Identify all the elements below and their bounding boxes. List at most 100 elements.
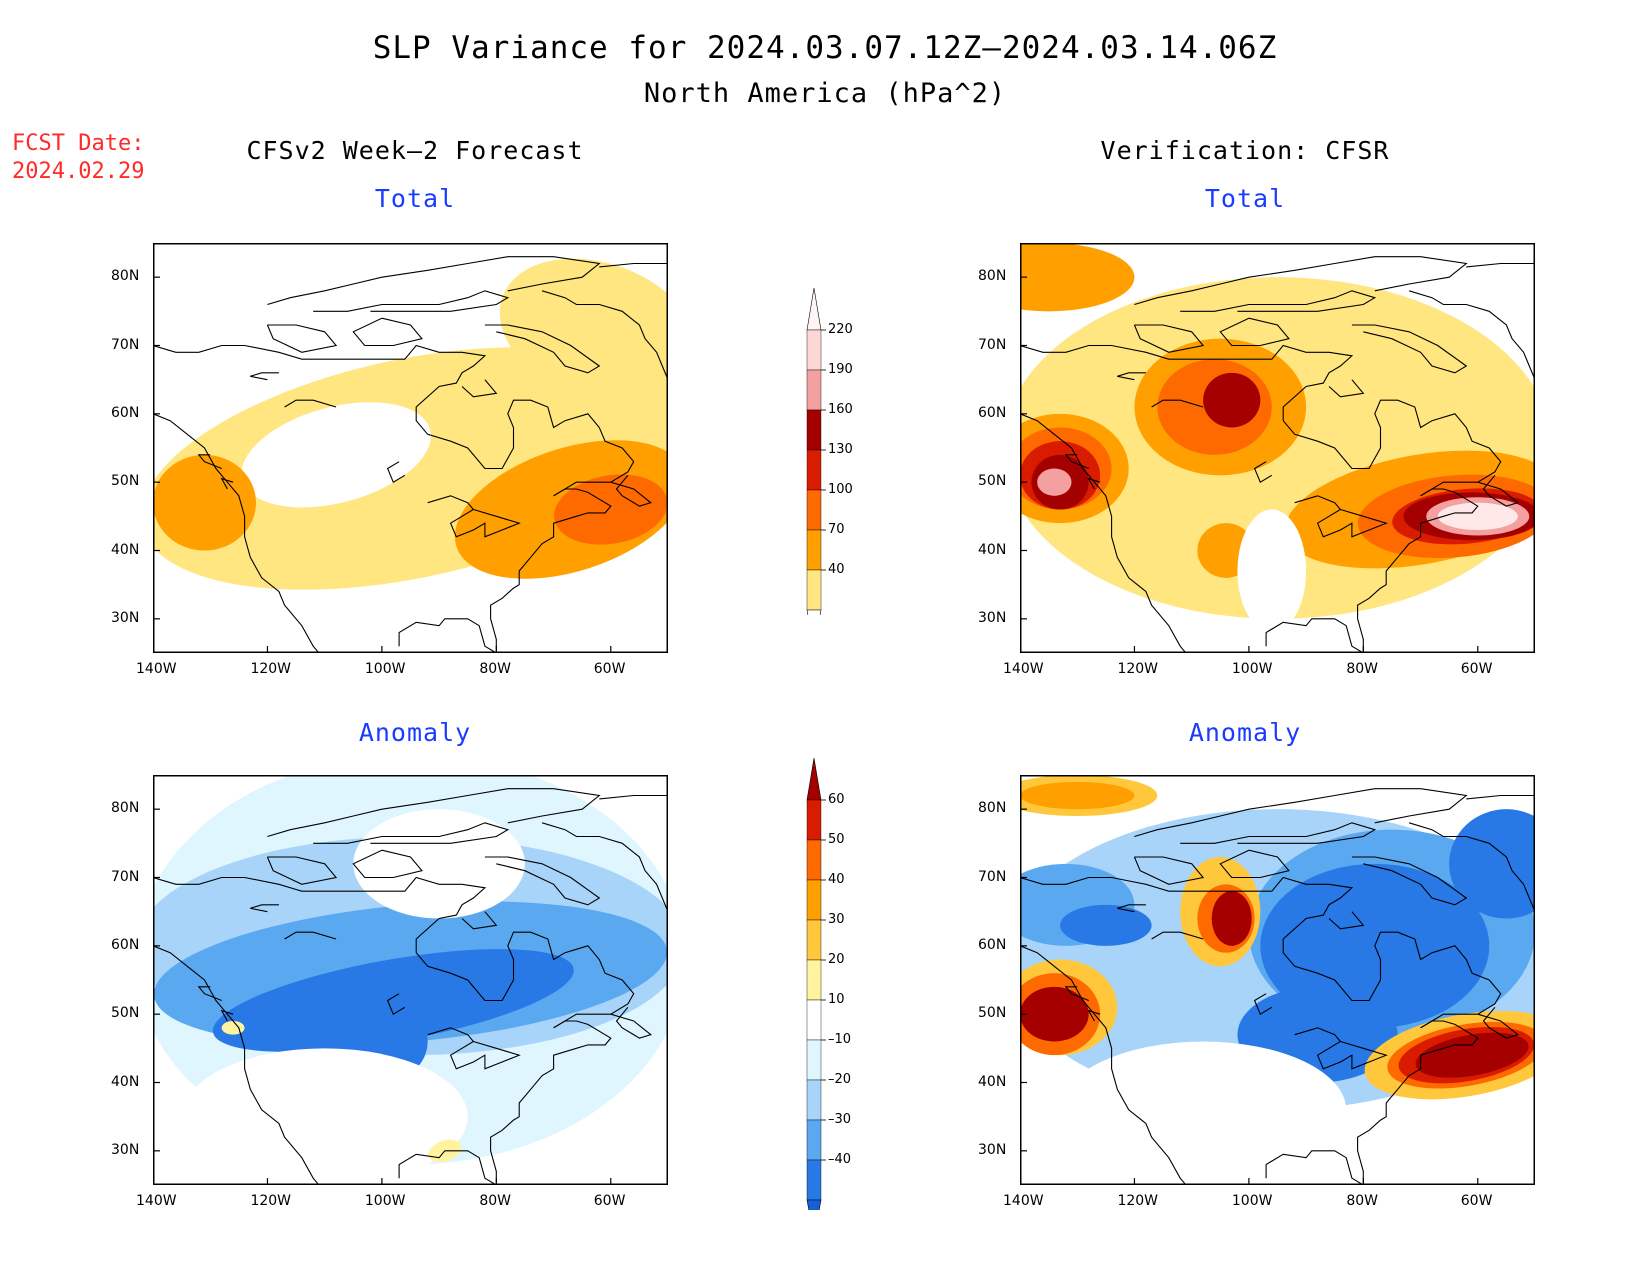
lat-tick-label: 60N bbox=[111, 936, 140, 953]
lat-tick-label: 40N bbox=[111, 1073, 140, 1090]
lon-tick-label: 120W bbox=[1117, 1193, 1159, 1209]
colorbar-segment bbox=[806, 1079, 822, 1121]
forecast-anomaly-map bbox=[153, 775, 668, 1185]
coastline bbox=[1477, 474, 1519, 507]
lat-tick-label: 70N bbox=[111, 868, 140, 885]
coastline bbox=[1117, 372, 1146, 381]
coastline bbox=[1328, 911, 1365, 930]
coastline bbox=[1151, 931, 1204, 940]
colorbar-top-arrow bbox=[806, 757, 822, 801]
coastline bbox=[1134, 788, 1468, 838]
lat-tick-label: 30N bbox=[978, 609, 1007, 626]
coastline bbox=[1294, 1027, 1388, 1070]
lat-tick-label: 50N bbox=[978, 473, 1007, 490]
coastline bbox=[1180, 290, 1377, 312]
coastline bbox=[1087, 1009, 1101, 1022]
shade-region-r2 bbox=[1415, 1032, 1529, 1078]
coastline bbox=[1117, 904, 1146, 913]
lon-tick-label: 100W bbox=[364, 1193, 406, 1209]
shade-region-o2 bbox=[554, 474, 668, 545]
fcst-date-label: FCST Date: bbox=[12, 131, 145, 156]
coastline bbox=[250, 904, 279, 913]
colorbar-segment bbox=[806, 799, 822, 841]
lon-tick-label: 100W bbox=[1231, 661, 1273, 677]
right-column-title: Verification: CFSR bbox=[1100, 136, 1390, 165]
coastline bbox=[1351, 324, 1468, 374]
colorbar-tick-label: 190 bbox=[828, 362, 853, 377]
lat-tick-label: 40N bbox=[111, 541, 140, 558]
coastline bbox=[541, 290, 668, 380]
colorbar-tick-label: –40 bbox=[828, 1152, 852, 1167]
coastline bbox=[197, 454, 222, 470]
coastline bbox=[313, 822, 510, 844]
coastline bbox=[1064, 986, 1089, 1002]
shade-region-b4 bbox=[1449, 809, 1535, 919]
forecast-total-map bbox=[153, 243, 668, 653]
bottom-left-panel-title: Anomaly bbox=[358, 718, 472, 747]
map-frame bbox=[1020, 243, 1535, 653]
coastline bbox=[352, 849, 423, 879]
lat-tick-label: 80N bbox=[978, 268, 1007, 285]
coastline bbox=[398, 488, 612, 653]
top-left-panel-title: Total bbox=[374, 184, 456, 213]
lon-tick-label: 80W bbox=[479, 1193, 511, 1209]
colorbar-segment bbox=[806, 569, 822, 611]
shade-region-white bbox=[241, 402, 431, 508]
colorbar-segment bbox=[806, 329, 822, 371]
figure-title: SLP Variance for 2024.03.07.12Z–2024.03.… bbox=[372, 30, 1278, 66]
lat-tick-label: 40N bbox=[978, 541, 1007, 558]
coastline bbox=[1180, 822, 1377, 844]
coastline bbox=[1134, 256, 1468, 306]
colorbar-segment bbox=[806, 409, 822, 451]
shade-region-b4 bbox=[212, 949, 574, 1052]
lat-tick-label: 30N bbox=[111, 609, 140, 626]
coastline bbox=[153, 413, 320, 653]
colorbar-segment bbox=[806, 1119, 822, 1161]
colorbar-tick-label: 160 bbox=[828, 402, 853, 417]
coastline bbox=[610, 474, 652, 507]
coastline bbox=[398, 1020, 612, 1185]
coastline bbox=[153, 344, 635, 497]
coastline bbox=[284, 931, 337, 940]
shade-region-o1 bbox=[1020, 243, 1135, 312]
lon-tick-label: 60W bbox=[593, 661, 626, 677]
shade-region-p2 bbox=[1437, 502, 1518, 530]
coastline bbox=[1253, 993, 1273, 1015]
colorbar-tick-label: 50 bbox=[828, 832, 845, 847]
coastline bbox=[1133, 324, 1205, 353]
colorbar-tick-label: –20 bbox=[828, 1072, 852, 1087]
coastline bbox=[1219, 317, 1290, 347]
lat-tick-label: 80N bbox=[978, 800, 1007, 817]
coastline bbox=[1064, 454, 1089, 470]
shade-region-r2 bbox=[1203, 372, 1261, 428]
coastline bbox=[1020, 876, 1502, 1029]
colorbar-segment bbox=[806, 449, 822, 491]
coastline bbox=[352, 317, 423, 347]
map-frame bbox=[153, 243, 668, 653]
lat-tick-label: 30N bbox=[978, 1141, 1007, 1158]
coastline bbox=[1020, 344, 1502, 497]
coastline bbox=[1328, 379, 1365, 398]
lat-tick-label: 70N bbox=[111, 336, 140, 353]
coastline bbox=[1466, 262, 1535, 268]
colorbar-tick-label: –30 bbox=[828, 1112, 852, 1127]
colorbar-segment bbox=[806, 959, 822, 1001]
shade-region-white bbox=[1231, 1109, 1347, 1185]
coastline bbox=[220, 477, 234, 490]
coastline bbox=[313, 290, 510, 312]
coastline bbox=[1253, 461, 1273, 483]
lon-tick-label: 80W bbox=[479, 661, 511, 677]
colorbar-tick-label: 20 bbox=[828, 952, 845, 967]
colorbar-tick-label: –10 bbox=[828, 1032, 852, 1047]
coastline bbox=[1020, 413, 1187, 653]
left-column-title: CFSv2 Week–2 Forecast bbox=[246, 136, 584, 165]
verification-anomaly-map bbox=[1020, 775, 1535, 1185]
coastline bbox=[1466, 794, 1535, 800]
figure-subtitle: North America (hPa^2) bbox=[643, 78, 1007, 109]
colorbar-tick-label: 10 bbox=[828, 992, 845, 1007]
colorbar-segment bbox=[806, 489, 822, 531]
colorbar-segment bbox=[806, 1159, 822, 1201]
lat-tick-label: 70N bbox=[978, 336, 1007, 353]
coastline bbox=[1294, 495, 1388, 538]
colorbar-segment bbox=[806, 1039, 822, 1081]
